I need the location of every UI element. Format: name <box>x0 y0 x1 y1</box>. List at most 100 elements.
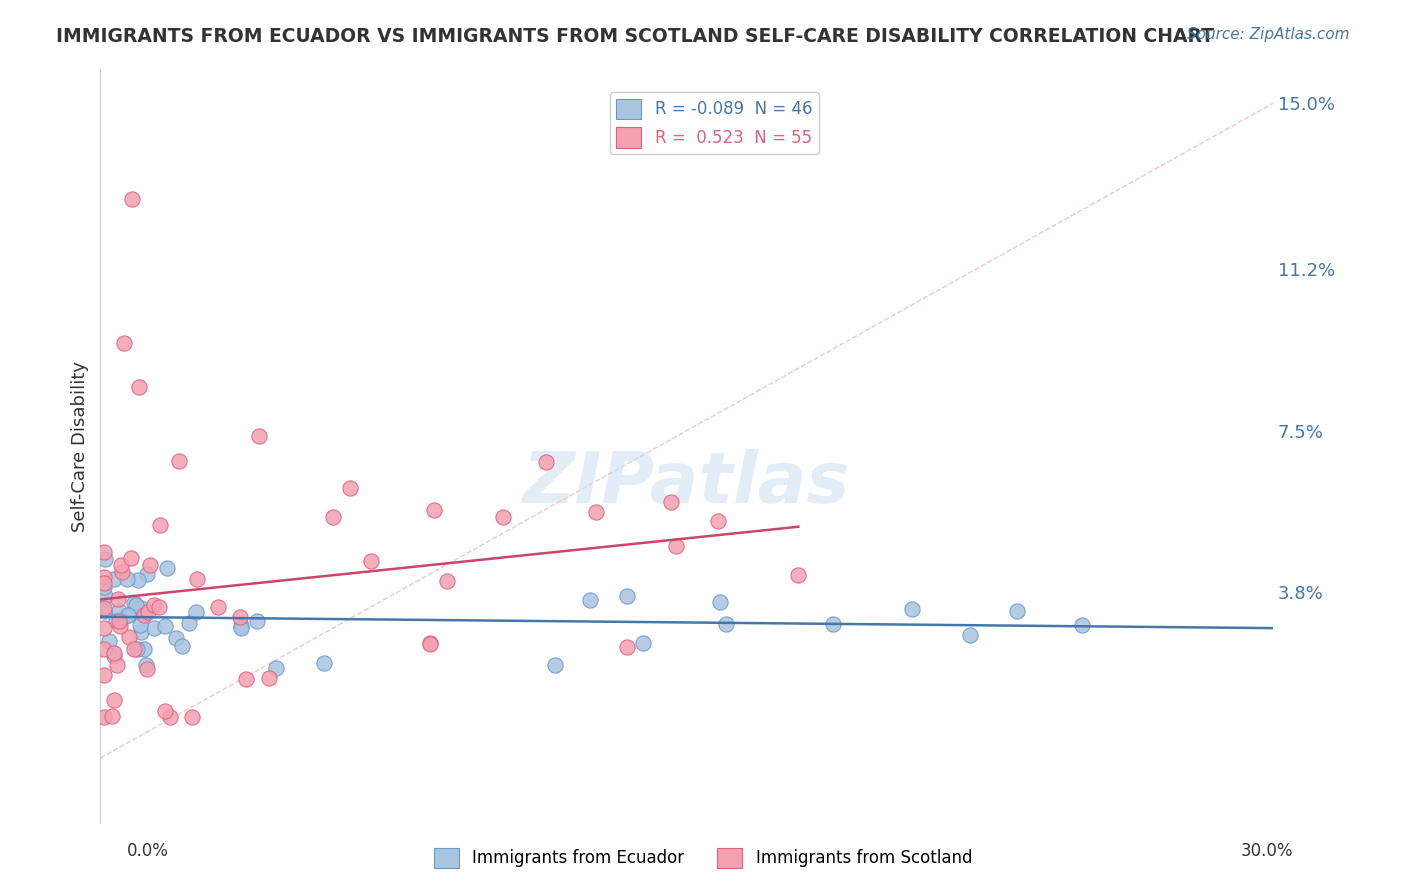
Point <box>536 455 558 469</box>
Point <box>257 671 280 685</box>
Point <box>93 570 115 584</box>
Point <box>136 662 159 676</box>
Point <box>115 572 138 586</box>
Point <box>231 619 253 633</box>
Point <box>101 709 124 723</box>
Point <box>716 617 738 632</box>
Point <box>665 539 688 553</box>
Y-axis label: Self-Care Disability: Self-Care Disability <box>72 360 89 532</box>
Legend: R = -0.089  N = 46, R =  0.523  N = 55: R = -0.089 N = 46, R = 0.523 N = 55 <box>610 92 818 154</box>
Point <box>103 646 125 660</box>
Point <box>122 641 145 656</box>
Point <box>312 656 335 670</box>
Point <box>103 648 125 663</box>
Point <box>112 336 135 351</box>
Point <box>159 710 181 724</box>
Point <box>787 567 810 582</box>
Point <box>128 380 150 394</box>
Point <box>418 636 440 650</box>
Point <box>110 615 132 629</box>
Point <box>322 509 344 524</box>
Point <box>97 634 120 648</box>
Point <box>127 574 149 588</box>
Point <box>93 601 115 615</box>
Text: ZIPatlas: ZIPatlas <box>523 450 851 518</box>
Point <box>264 661 287 675</box>
Point <box>124 598 146 612</box>
Point <box>659 495 682 509</box>
Point <box>110 558 132 573</box>
Point <box>134 608 156 623</box>
Point <box>165 631 187 645</box>
Point <box>129 601 152 615</box>
Point <box>142 598 165 612</box>
Point <box>1005 604 1028 618</box>
Point <box>707 514 730 528</box>
Point <box>93 641 115 656</box>
Text: IMMIGRANTS FROM ECUADOR VS IMMIGRANTS FROM SCOTLAND SELF-CARE DISABILITY CORRELA: IMMIGRANTS FROM ECUADOR VS IMMIGRANTS FR… <box>56 27 1215 45</box>
Text: 30.0%: 30.0% <box>1241 842 1294 860</box>
Point <box>103 572 125 586</box>
Point <box>207 599 229 614</box>
Point <box>93 552 115 566</box>
Point <box>492 509 515 524</box>
Point <box>93 544 115 558</box>
Point <box>180 710 202 724</box>
Point <box>111 566 134 580</box>
Point <box>143 621 166 635</box>
Point <box>129 624 152 639</box>
Point <box>821 617 844 632</box>
Point <box>107 604 129 618</box>
Point <box>579 592 602 607</box>
Point <box>153 704 176 718</box>
Point <box>544 658 567 673</box>
Point <box>436 574 458 589</box>
Point <box>177 615 200 630</box>
Point <box>229 610 252 624</box>
Point <box>148 599 170 614</box>
Point <box>93 604 115 618</box>
Point <box>709 595 731 609</box>
Point <box>94 589 117 603</box>
Point <box>93 710 115 724</box>
Point <box>901 601 924 615</box>
Point <box>339 481 361 495</box>
Point <box>129 618 152 632</box>
Point <box>616 640 638 654</box>
Point <box>1070 618 1092 632</box>
Point <box>127 642 149 657</box>
Point <box>616 589 638 603</box>
Point <box>585 505 607 519</box>
Point <box>229 621 252 635</box>
Point <box>631 636 654 650</box>
Point <box>138 605 160 619</box>
Point <box>120 550 142 565</box>
Point <box>423 503 446 517</box>
Point <box>186 572 208 586</box>
Point <box>153 619 176 633</box>
Point <box>105 657 128 672</box>
Point <box>156 561 179 575</box>
Point <box>235 673 257 687</box>
Point <box>93 576 115 591</box>
Text: Source: ZipAtlas.com: Source: ZipAtlas.com <box>1187 27 1350 42</box>
Point <box>122 596 145 610</box>
Point <box>170 639 193 653</box>
Point <box>247 429 270 443</box>
Point <box>93 668 115 682</box>
Point <box>135 658 157 673</box>
Point <box>107 614 129 628</box>
Point <box>167 454 190 468</box>
Point <box>360 554 382 568</box>
Point <box>110 619 132 633</box>
Point <box>104 614 127 628</box>
Point <box>117 608 139 623</box>
Point <box>139 558 162 573</box>
Point <box>959 628 981 642</box>
Point <box>246 614 269 628</box>
Point <box>132 642 155 657</box>
Point <box>93 621 115 635</box>
Text: 0.0%: 0.0% <box>127 842 169 860</box>
Point <box>118 630 141 644</box>
Point <box>121 193 143 207</box>
